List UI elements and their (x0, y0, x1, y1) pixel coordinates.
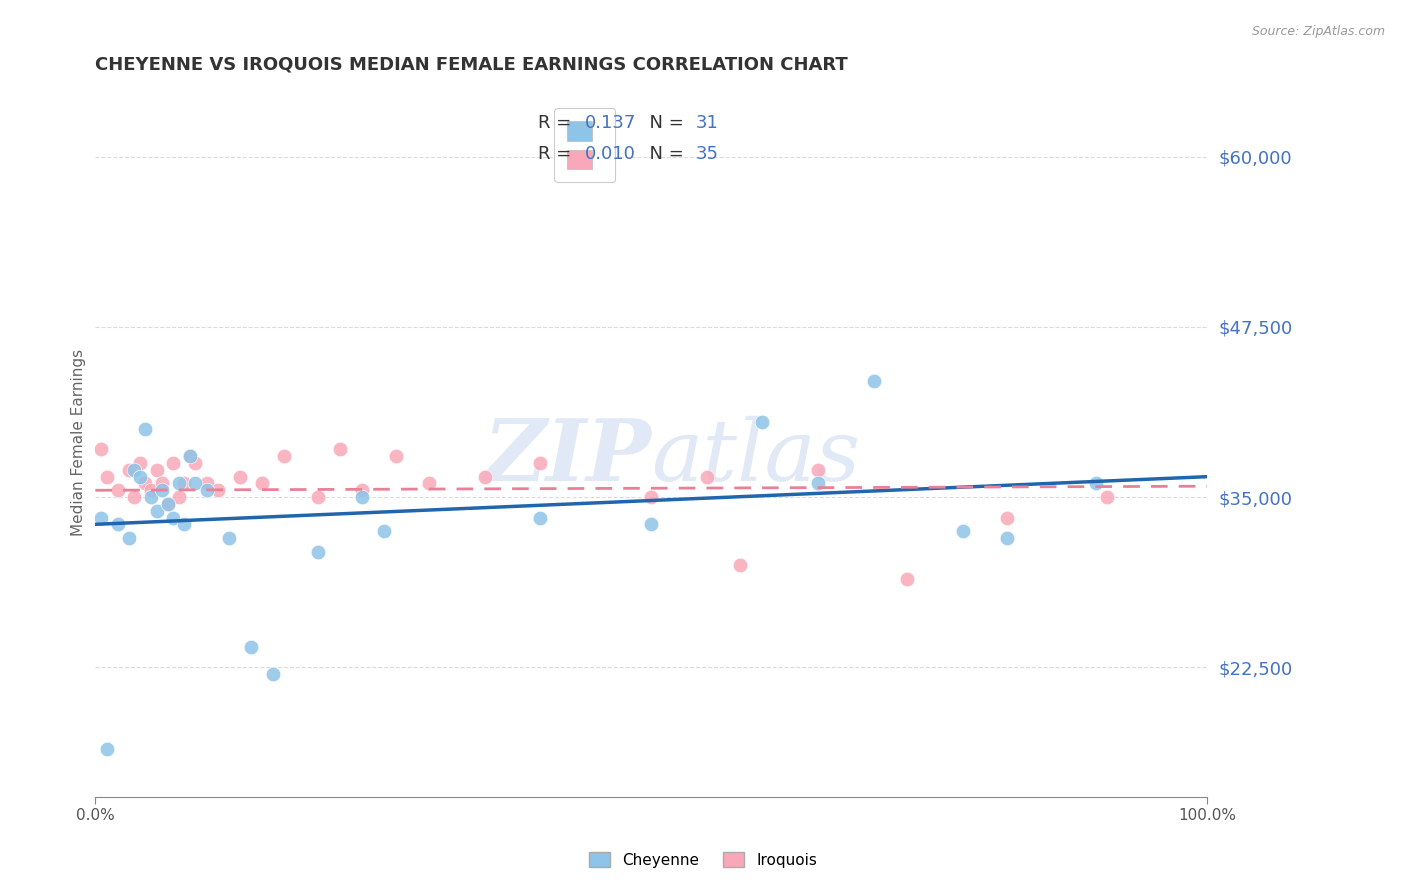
Legend: Cheyenne, Iroquois: Cheyenne, Iroquois (583, 846, 823, 873)
Point (167, 476, 190, 491)
Point (529, 456, 551, 470)
Point (184, 476, 207, 491)
Point (352, 483, 374, 498)
Point (273, 449, 295, 463)
Point (307, 544, 329, 558)
Point (118, 531, 141, 545)
Point (807, 463, 830, 477)
Point (329, 442, 352, 457)
Point (145, 504, 167, 518)
Point (96, 742, 118, 756)
Point (995, 510, 1018, 524)
Point (207, 483, 229, 498)
Point (128, 469, 150, 483)
Point (384, 449, 406, 463)
Point (124, 490, 146, 504)
Point (728, 558, 751, 573)
Point (162, 456, 184, 470)
Point (952, 524, 974, 538)
Y-axis label: Median Female Earnings: Median Female Earnings (72, 349, 86, 536)
Point (640, 517, 662, 532)
Point (1095, 490, 1118, 504)
Point (218, 531, 240, 545)
Text: 35: 35 (696, 145, 718, 162)
Point (307, 490, 329, 504)
Point (862, 375, 884, 389)
Point (474, 469, 496, 483)
Point (167, 490, 190, 504)
Point (995, 531, 1018, 545)
Text: R =: R = (538, 145, 576, 162)
Text: Source: ZipAtlas.com: Source: ZipAtlas.com (1251, 25, 1385, 38)
Point (145, 463, 167, 477)
Point (90, 442, 112, 457)
Point (229, 469, 252, 483)
Legend: , : , (554, 108, 616, 182)
Point (124, 463, 146, 477)
Point (1085, 476, 1108, 491)
Text: N =: N = (638, 113, 689, 132)
Text: R =: R = (538, 113, 576, 132)
Text: atlas: atlas (651, 416, 860, 498)
Point (107, 483, 129, 498)
Point (107, 517, 129, 532)
Point (134, 476, 156, 491)
Point (751, 415, 773, 429)
Text: 31: 31 (696, 113, 718, 132)
Text: ZIP: ZIP (484, 415, 651, 499)
Point (179, 449, 201, 463)
Point (807, 476, 830, 491)
Point (96, 469, 118, 483)
Point (373, 524, 395, 538)
Point (250, 476, 273, 491)
Point (139, 490, 162, 504)
Text: 0.010: 0.010 (585, 145, 636, 162)
Point (195, 483, 218, 498)
Point (240, 640, 263, 654)
Point (156, 497, 179, 511)
Point (150, 476, 173, 491)
Point (896, 572, 918, 586)
Point (352, 490, 374, 504)
Point (173, 517, 195, 532)
Point (696, 469, 718, 483)
Text: CHEYENNE VS IROQUOIS MEDIAN FEMALE EARNINGS CORRELATION CHART: CHEYENNE VS IROQUOIS MEDIAN FEMALE EARNI… (96, 55, 848, 73)
Point (134, 422, 156, 436)
Point (90, 510, 112, 524)
Point (139, 483, 162, 498)
Point (195, 476, 218, 491)
Point (150, 483, 173, 498)
Text: N =: N = (638, 145, 689, 162)
Text: 0.137: 0.137 (585, 113, 636, 132)
Point (156, 497, 179, 511)
Point (173, 476, 195, 491)
Point (184, 456, 207, 470)
Point (262, 667, 284, 681)
Point (640, 490, 662, 504)
Point (418, 476, 440, 491)
Point (118, 463, 141, 477)
Point (128, 456, 150, 470)
Point (529, 510, 551, 524)
Point (179, 449, 201, 463)
Point (162, 510, 184, 524)
